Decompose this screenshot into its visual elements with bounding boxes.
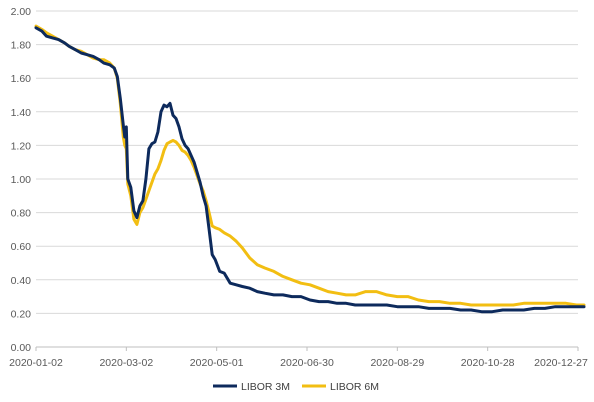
series-line-libor-6m [34, 24, 586, 307]
y-tick-label: 2.00 [11, 6, 32, 18]
gridlines [36, 10, 578, 314]
x-tick-label: 2020-06-30 [280, 357, 334, 369]
x-tick-label: 2020-08-29 [370, 357, 424, 369]
axes [35, 346, 579, 351]
y-tick-label: 1.80 [11, 40, 32, 52]
x-tick-label: 2020-01-02 [9, 357, 63, 369]
x-tick-label: 2020-03-02 [99, 357, 153, 369]
y-tick-label: 0.60 [11, 241, 32, 253]
y-tick-label: 1.60 [11, 73, 32, 85]
y-tick-labels: 0.00 0.20 0.40 0.60 0.80 1.00 1.20 1.40 1.60 1.80… [11, 6, 32, 354]
x-tick-label: 2020-10-28 [461, 357, 515, 369]
x-tick-label: 2020-12-27 [534, 357, 588, 369]
legend: LIBOR 3M LIBOR 6M [213, 381, 379, 393]
series-lines [34, 24, 586, 314]
x-tick-labels: 2020-01-02 2020-03-02 2020-05-01 2020-06-30… [9, 357, 588, 369]
legend-label-libor-6m: LIBOR 6M [330, 381, 379, 393]
y-tick-label: 0.40 [11, 275, 32, 287]
y-tick-label: 1.40 [11, 107, 32, 119]
y-tick-label: 0.20 [11, 308, 32, 320]
legend-label-libor-3m: LIBOR 3M [241, 381, 290, 393]
y-tick-label: 0.00 [11, 342, 32, 354]
y-tick-label: 1.00 [11, 174, 32, 186]
x-tick-label: 2020-05-01 [190, 357, 244, 369]
y-tick-label: 0.80 [11, 208, 32, 220]
y-tick-label: 1.20 [11, 140, 32, 152]
series-line-libor-3m [34, 26, 586, 314]
